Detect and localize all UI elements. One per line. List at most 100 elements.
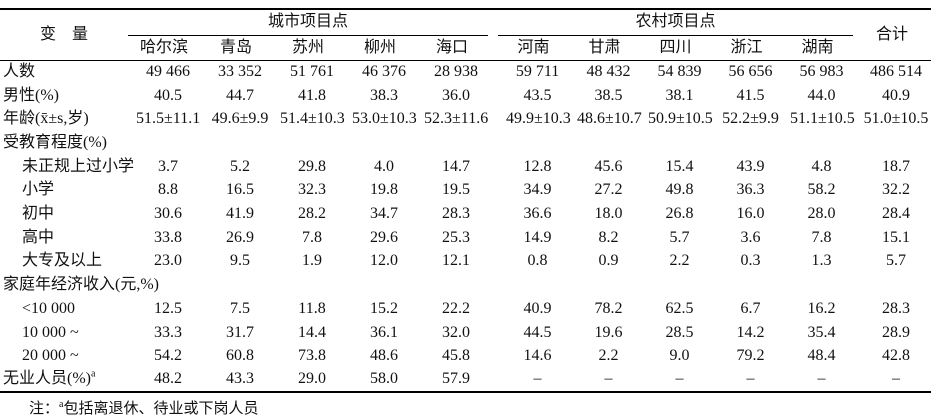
data-cell: 79.2: [736, 347, 765, 365]
data-cell: 18.0: [594, 205, 623, 223]
data-cell: 43.5: [523, 86, 552, 104]
data-cell: 0.8: [527, 252, 548, 270]
rural-group-header: 农村项目点: [498, 9, 854, 36]
data-cell: 36.6: [523, 205, 552, 223]
group-gap: [488, 9, 499, 61]
data-cell: 11.8: [298, 299, 326, 317]
data-cell: 51.4±10.3: [280, 110, 345, 128]
column-gap: [488, 179, 498, 203]
table-row: 年龄(x̄±s,岁) 51.5±11.1 49.6±9.9 51.4±10.3 53.0…: [0, 108, 931, 132]
column-gap: [488, 368, 498, 392]
data-cell: 50.9±10.5: [648, 110, 713, 128]
data-cell: [344, 132, 416, 156]
data-cell: 43.9: [736, 157, 765, 175]
data-cell: 44.5: [523, 323, 552, 341]
data-cell: [128, 132, 200, 156]
data-cell: [711, 274, 782, 298]
table-row: 未正规上过小学 3.7 5.2 29.8 4.0 14.7 12.8 45.6 15.4 43.9…: [0, 155, 931, 179]
header-row-groups: 变 量 城市项目点 农村项目点 合计: [0, 9, 931, 61]
site-column-header: 苏州: [272, 35, 344, 61]
data-cell: 43.3: [226, 370, 254, 388]
data-cell: 7.8: [302, 228, 322, 246]
data-cell: 36.3: [736, 181, 765, 199]
data-cell: 56 656: [728, 63, 773, 81]
row-label: 高中: [22, 228, 55, 246]
data-cell: 40.9: [882, 86, 911, 104]
data-cell: 23.0: [154, 252, 182, 270]
site-column-header: 海口: [416, 35, 489, 61]
data-cell: 51.1±10.5: [790, 110, 855, 128]
header-row-sites: 哈尔滨 青岛 苏州 柳州 海口 河南 甘肃 四川 浙江 湖南: [0, 35, 931, 61]
data-cell: 18.7: [882, 157, 911, 175]
data-cell: 38.3: [370, 86, 398, 104]
data-cell: 52.3±11.6: [424, 110, 489, 128]
site-column-header: 柳州: [344, 35, 416, 61]
data-cell: 28.3: [442, 205, 470, 223]
data-cell: 9.5: [230, 252, 250, 270]
data-cell: 51 761: [290, 63, 334, 81]
city-group-header: 城市项目点: [128, 9, 489, 36]
footnote-text: 包括离退休、待业或下岗人员: [63, 401, 259, 418]
data-cell: 25.3: [442, 228, 470, 246]
data-cell: 28.5: [665, 323, 694, 341]
data-cell: 38.5: [594, 86, 623, 104]
site-column-header: 河南: [498, 35, 570, 61]
table-row: 大专及以上 23.0 9.5 1.9 12.0 12.1 0.8 0.9 2.2 0.3 1.3 5.…: [0, 250, 931, 274]
data-cell: [569, 274, 640, 298]
row-label: 未正规上过小学: [22, 157, 135, 175]
data-cell: 12.5: [154, 299, 182, 317]
data-cell: 6.7: [740, 299, 761, 317]
table-row: 受教育程度(%): [0, 132, 931, 156]
data-cell: 48.4: [807, 347, 836, 365]
data-cell: 29.6: [370, 228, 398, 246]
data-cell: 31.7: [226, 323, 254, 341]
data-cell: 2.2: [669, 252, 690, 270]
data-cell: 51.5±11.1: [136, 110, 201, 128]
data-cell: 59 711: [515, 63, 560, 81]
data-cell: 12.1: [442, 252, 470, 270]
data-cell: 28.3: [882, 299, 911, 317]
data-cell: –: [892, 370, 901, 388]
column-gap: [488, 155, 498, 179]
column-gap: [488, 250, 498, 274]
data-cell: 44.0: [807, 86, 836, 104]
data-cell: 5.2: [230, 157, 250, 175]
data-cell: 49.9±10.3: [506, 110, 571, 128]
column-gap: [488, 274, 498, 298]
total-column-header: 合计: [853, 9, 931, 61]
row-label: 20 000 ~: [22, 347, 79, 365]
data-cell: 3.6: [740, 228, 761, 246]
data-cell: –: [604, 370, 613, 388]
data-cell: 60.8: [226, 347, 254, 365]
data-cell: 5.7: [669, 228, 690, 246]
footnote-marker: a: [59, 399, 64, 411]
data-cell: 30.6: [154, 205, 182, 223]
demographics-table: 变 量 城市项目点 农村项目点 合计 哈尔滨 青岛 苏州 柳州 海口 河南 甘肃 四川 浙江 湖南…: [0, 8, 931, 394]
data-cell: 14.7: [442, 157, 470, 175]
data-cell: 15.4: [665, 157, 694, 175]
data-cell: 54 839: [657, 63, 702, 81]
data-cell: 7.8: [811, 228, 832, 246]
data-cell: 38.1: [665, 86, 694, 104]
data-cell: 73.8: [298, 347, 326, 365]
column-gap: [488, 84, 498, 108]
data-cell: –: [746, 370, 755, 388]
data-cell: 52.2±9.9: [722, 110, 779, 128]
column-gap: [488, 61, 498, 85]
data-cell: 78.2: [594, 299, 623, 317]
data-cell: 46 376: [362, 63, 406, 81]
data-cell: 19.6: [594, 323, 623, 341]
data-cell: 40.9: [523, 299, 552, 317]
data-cell: 1.3: [811, 252, 832, 270]
data-cell: 14.9: [523, 228, 552, 246]
data-cell: 54.2: [154, 347, 182, 365]
data-cell: 33.3: [154, 323, 182, 341]
table-row: <10 000 12.5 7.5 11.8 15.2 22.2 40.9 78.2 62.5 6.…: [0, 297, 931, 321]
data-cell: 28.4: [882, 205, 911, 223]
table-row: 初中 30.6 41.9 28.2 34.7 28.3 36.6 18.0 26.8 16.0 28…: [0, 203, 931, 227]
site-column-header: 浙江: [711, 35, 783, 61]
row-label: 大专及以上: [22, 252, 103, 270]
row-label: 初中: [22, 205, 55, 223]
data-cell: 53.0±10.3: [352, 110, 417, 128]
data-cell: 41.8: [298, 86, 326, 104]
